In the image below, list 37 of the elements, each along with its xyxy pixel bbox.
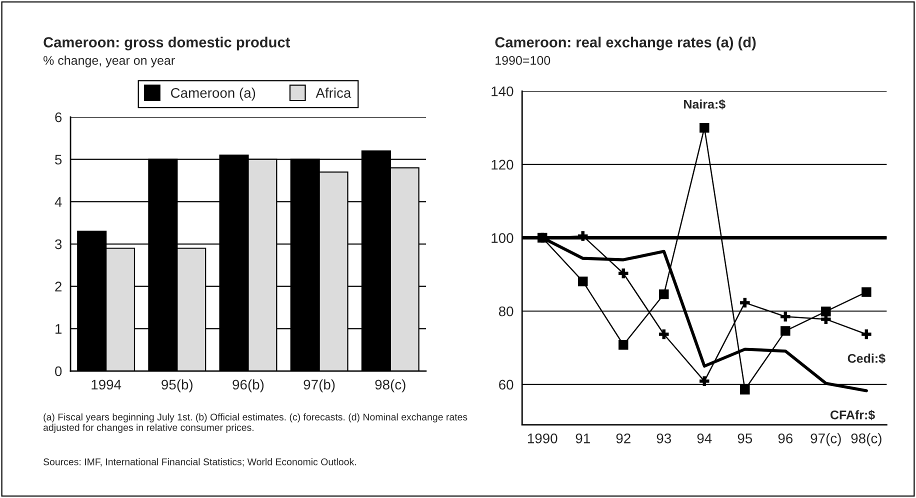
y-tick-label: 80 xyxy=(498,306,514,316)
series-label: Naira:$ xyxy=(684,99,726,110)
source-note: Sources: IMF, International Financial Statistics; World Economic Outlook. xyxy=(43,458,356,466)
x-tick-label: 92 xyxy=(616,433,630,444)
y-tick-label: 1 xyxy=(56,324,62,334)
y-tick-label: 3 xyxy=(55,239,62,250)
chart-subtitle: 1990=100 xyxy=(496,56,550,65)
series-label: Cedi:$ xyxy=(848,353,886,364)
x-tick-label: 98(c) xyxy=(851,433,882,446)
x-tick-label: 96(b) xyxy=(232,379,264,392)
x-tick-label: 95 xyxy=(738,433,752,444)
legend-label: Cameroon (a) xyxy=(170,88,256,101)
legend-label: Africa xyxy=(316,88,352,98)
y-tick-label: 140 xyxy=(492,86,514,96)
y-tick-label: 100 xyxy=(492,233,514,243)
x-tick-label: 97(b) xyxy=(304,379,335,392)
x-tick-label: 91 xyxy=(576,433,590,444)
chart-subtitle: % change, year on year xyxy=(43,56,175,68)
x-tick-label: 97(c) xyxy=(810,433,841,446)
y-tick-label: 5 xyxy=(55,154,62,165)
x-tick-label: 1990 xyxy=(528,433,558,444)
y-tick-label: 6 xyxy=(55,112,62,122)
x-tick-label: 96 xyxy=(778,433,793,444)
x-tick-label: 98(c) xyxy=(375,379,406,392)
x-tick-label: 95(b) xyxy=(162,379,193,392)
series-label: CFAfr:$ xyxy=(830,410,875,420)
y-tick-label: 4 xyxy=(54,197,62,207)
y-tick-label: 60 xyxy=(499,380,514,390)
x-tick-label: 93 xyxy=(656,433,672,444)
y-tick-label: 120 xyxy=(492,160,514,170)
chart-title: Cameroon: gross domestic product xyxy=(44,36,290,50)
y-tick-label: 0 xyxy=(55,366,62,376)
y-tick-label: 2 xyxy=(55,282,62,292)
x-tick-label: 1994 xyxy=(92,380,122,390)
text: (a) Fiscal years beginning July 1st. (b) Official estimates. (c) forecasts. (d) Nominal exchange rates adjusted for changes in relative consumer prices. xyxy=(43,413,468,433)
chart-title: Cameroon: real exchange rates (a) (d) xyxy=(495,36,756,50)
x-tick-label: 94 xyxy=(697,433,712,444)
